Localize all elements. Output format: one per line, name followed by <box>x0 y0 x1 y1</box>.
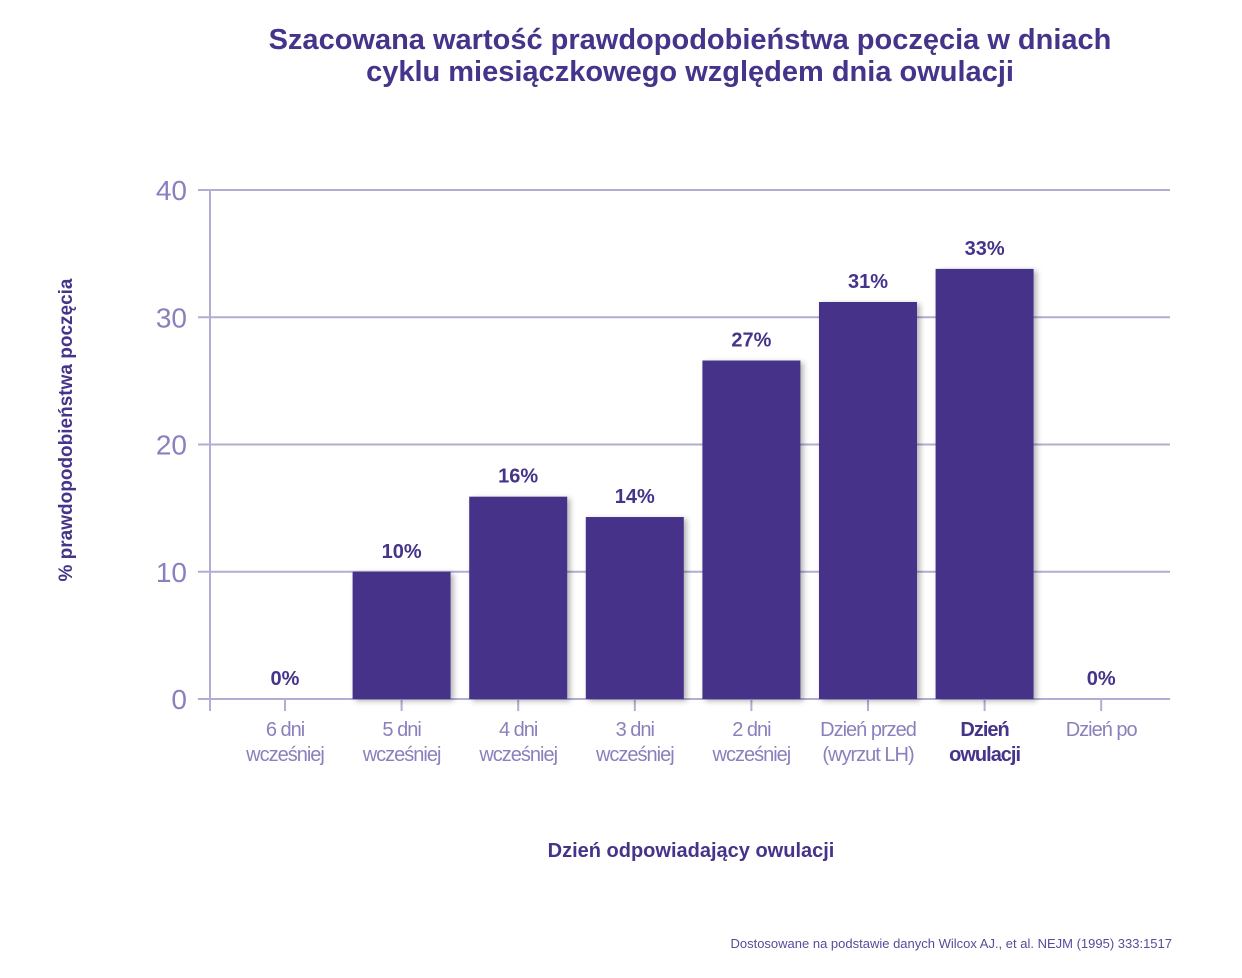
y-tick-label: 0 <box>171 684 187 715</box>
x-tick-label: wcześniej <box>245 744 324 766</box>
x-tick-label: 6 dni <box>266 719 305 741</box>
x-tick-label: 3 dni <box>616 719 655 741</box>
x-tick-label: 5 dni <box>382 719 421 741</box>
chart-title: Szacowana wartość prawdopodobieństwa poc… <box>150 24 1230 88</box>
y-tick-label: 40 <box>156 175 187 206</box>
x-tick-label: Dzień po <box>1066 719 1138 741</box>
source-note: Dostosowane na podstawie danych Wilcox A… <box>730 936 1172 951</box>
data-label: 33% <box>965 238 1005 260</box>
x-axis-label: Dzień odpowiadający owulacji <box>547 840 835 862</box>
chart-title-line-2: cyklu miesiączkowego względem dnia owula… <box>366 56 1014 88</box>
x-tick-label: wcześniej <box>595 744 674 766</box>
x-tick-label: wcześniej <box>362 744 441 766</box>
chart-title-line-1: Szacowana wartość prawdopodobieństwa poc… <box>268 24 1112 56</box>
data-label: 31% <box>848 271 888 293</box>
bar <box>702 360 801 699</box>
data-label: 14% <box>615 486 655 508</box>
data-label: 16% <box>498 466 538 488</box>
bar <box>935 268 1034 699</box>
y-axis-label: % prawdopodobieństwa poczęcia <box>56 278 77 581</box>
y-tick-label: 10 <box>156 557 187 588</box>
data-label: 0% <box>271 668 300 690</box>
x-tick-label: 4 dni <box>499 719 538 741</box>
data-label: 0% <box>1087 668 1116 690</box>
bar <box>819 301 917 699</box>
x-tick-label: Dzień przed <box>820 719 916 741</box>
x-tick-label: wcześniej <box>712 744 791 766</box>
x-tick-label: Dzień <box>960 719 1008 741</box>
y-tick-label: 30 <box>156 302 187 333</box>
y-tick-label: 20 <box>156 430 187 461</box>
data-label: 10% <box>382 541 422 563</box>
bar <box>352 571 451 699</box>
data-label: 27% <box>731 330 771 352</box>
x-tick-label: (wyrzut LH) <box>822 744 914 766</box>
bar <box>469 496 568 699</box>
x-tick-label: owulacji <box>949 744 1020 766</box>
bar <box>585 517 684 699</box>
x-tick-label: 2 dni <box>732 719 771 741</box>
x-tick-label: wcześniej <box>478 744 557 766</box>
